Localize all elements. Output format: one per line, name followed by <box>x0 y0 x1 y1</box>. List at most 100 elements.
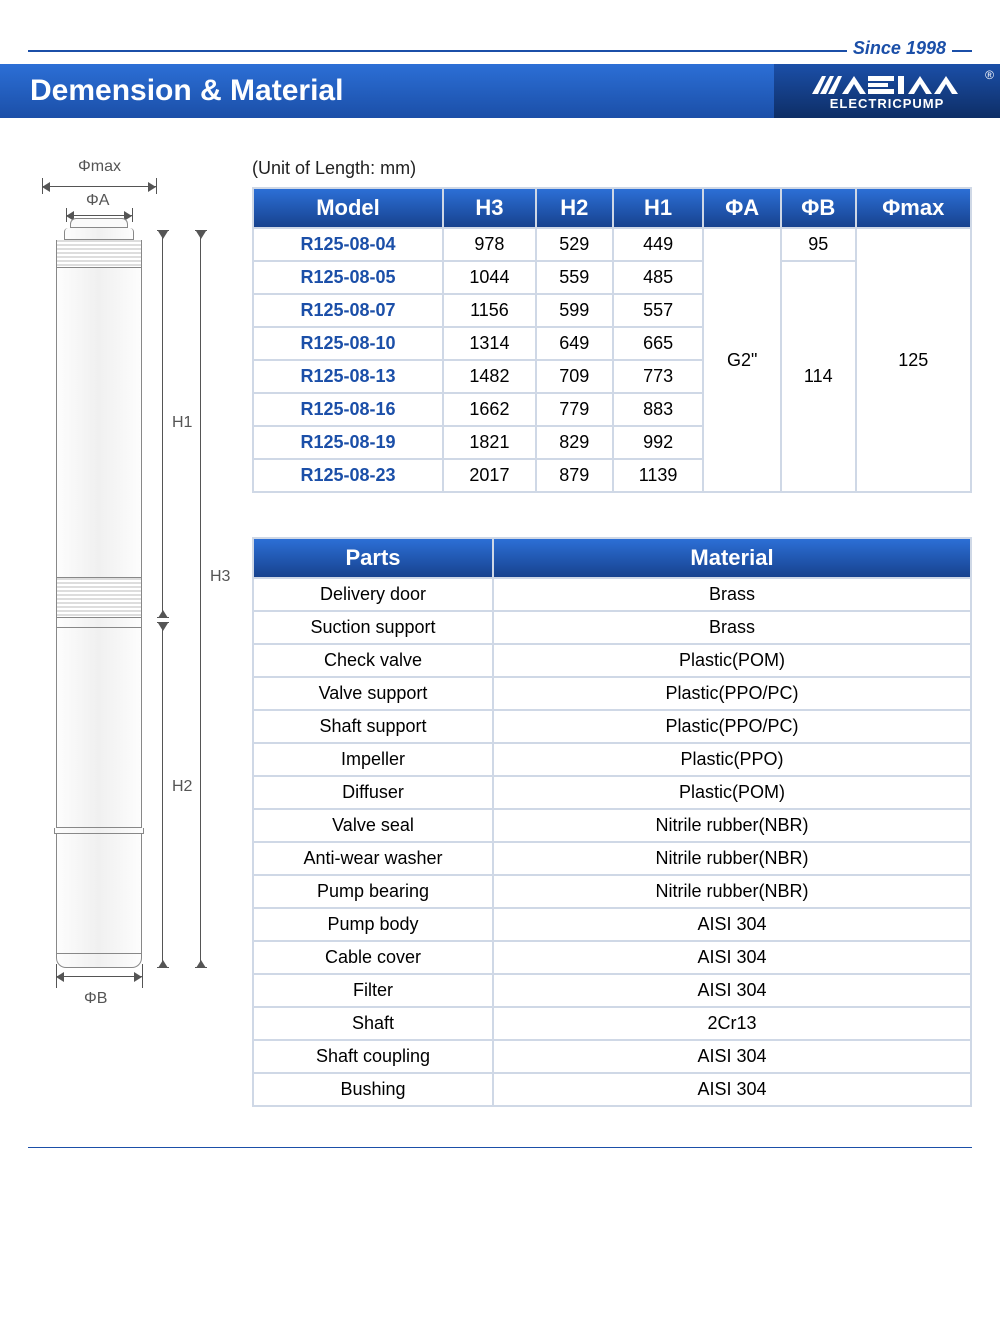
h3-cell: 1156 <box>443 294 536 327</box>
table-row: Anti-wear washerNitrile rubber(NBR) <box>253 842 971 875</box>
h1-cell: 449 <box>613 228 704 261</box>
col-h2: H2 <box>536 188 613 228</box>
material-cell: Nitrile rubber(NBR) <box>493 809 971 842</box>
h3-cell: 1662 <box>443 393 536 426</box>
h2-cell: 649 <box>536 327 613 360</box>
table-row: Shaft2Cr13 <box>253 1007 971 1040</box>
table-row: Pump bearingNitrile rubber(NBR) <box>253 875 971 908</box>
brand-block: ® ELECTRICPUMP <box>774 64 1000 118</box>
page-title: Demension & Material <box>0 64 774 118</box>
col-phi-max: Φmax <box>856 188 971 228</box>
mat-header-row: Parts Material <box>253 538 971 578</box>
phi-b-label: ΦB <box>84 990 107 1008</box>
material-cell: AISI 304 <box>493 974 971 1007</box>
table-row: Valve sealNitrile rubber(NBR) <box>253 809 971 842</box>
part-cell: Delivery door <box>253 578 493 611</box>
h1-cell: 485 <box>613 261 704 294</box>
table-row: ImpellerPlastic(PPO) <box>253 743 971 776</box>
table-row: Check valvePlastic(POM) <box>253 644 971 677</box>
material-cell: Plastic(PPO) <box>493 743 971 776</box>
table-row: R125-08-04978529449G2"95125 <box>253 228 971 261</box>
h3-cell: 2017 <box>443 459 536 492</box>
pump-dimension-diagram: Φmax ΦA <box>28 158 228 1018</box>
material-cell: 2Cr13 <box>493 1007 971 1040</box>
pump-outline <box>56 218 142 968</box>
part-cell: Shaft <box>253 1007 493 1040</box>
h2-cell: 559 <box>536 261 613 294</box>
model-cell: R125-08-04 <box>253 228 443 261</box>
material-cell: Plastic(POM) <box>493 644 971 677</box>
h3-cell: 978 <box>443 228 536 261</box>
col-h1: H1 <box>613 188 704 228</box>
material-cell: Plastic(PPO/PC) <box>493 710 971 743</box>
h1-cell: 557 <box>613 294 704 327</box>
material-cell: AISI 304 <box>493 1040 971 1073</box>
model-cell: R125-08-23 <box>253 459 443 492</box>
unit-note: (Unit of Length: mm) <box>252 158 972 179</box>
table-row: BushingAISI 304 <box>253 1073 971 1106</box>
dim-header-row: Model H3 H2 H1 ΦA ΦB Φmax <box>253 188 971 228</box>
col-parts: Parts <box>253 538 493 578</box>
part-cell: Anti-wear washer <box>253 842 493 875</box>
table-row: FilterAISI 304 <box>253 974 971 1007</box>
model-cell: R125-08-13 <box>253 360 443 393</box>
brand-logo-icon <box>812 72 962 98</box>
top-rule: Since 1998 <box>28 50 972 52</box>
part-cell: Cable cover <box>253 941 493 974</box>
brand-subtitle: ELECTRICPUMP <box>830 96 945 111</box>
material-cell: Plastic(PPO/PC) <box>493 677 971 710</box>
part-cell: Shaft coupling <box>253 1040 493 1073</box>
h3-cell: 1821 <box>443 426 536 459</box>
part-cell: Valve support <box>253 677 493 710</box>
table-row: Shaft couplingAISI 304 <box>253 1040 971 1073</box>
col-model: Model <box>253 188 443 228</box>
h2-label: H2 <box>172 778 192 796</box>
model-cell: R125-08-19 <box>253 426 443 459</box>
h1-cell: 992 <box>613 426 704 459</box>
phi-a-label: ΦA <box>86 192 109 210</box>
material-cell: Nitrile rubber(NBR) <box>493 842 971 875</box>
registered-mark: ® <box>985 68 994 82</box>
h2-cell: 829 <box>536 426 613 459</box>
h2-cell: 779 <box>536 393 613 426</box>
material-cell: AISI 304 <box>493 941 971 974</box>
h3-cell: 1482 <box>443 360 536 393</box>
h2-cell: 529 <box>536 228 613 261</box>
material-cell: Plastic(POM) <box>493 776 971 809</box>
h1-cell: 1139 <box>613 459 704 492</box>
col-h3: H3 <box>443 188 536 228</box>
phi-max-cell: 125 <box>856 228 971 492</box>
h2-cell: 879 <box>536 459 613 492</box>
table-row: Pump bodyAISI 304 <box>253 908 971 941</box>
h1-cell: 883 <box>613 393 704 426</box>
part-cell: Filter <box>253 974 493 1007</box>
since-label: Since 1998 <box>847 38 952 59</box>
h3-label: H3 <box>210 568 230 586</box>
h2-cell: 599 <box>536 294 613 327</box>
h1-cell: 773 <box>613 360 704 393</box>
dimension-table: Model H3 H2 H1 ΦA ΦB Φmax R125-08-049785… <box>252 187 972 493</box>
phi-b-cell: 95 <box>781 228 856 261</box>
material-cell: AISI 304 <box>493 1073 971 1106</box>
table-row: Suction supportBrass <box>253 611 971 644</box>
phi-b-cell: 114 <box>781 261 856 492</box>
h1-cell: 665 <box>613 327 704 360</box>
part-cell: Impeller <box>253 743 493 776</box>
table-row: Shaft supportPlastic(PPO/PC) <box>253 710 971 743</box>
material-table: Parts Material Delivery doorBrassSuction… <box>252 537 972 1107</box>
h3-cell: 1314 <box>443 327 536 360</box>
model-cell: R125-08-05 <box>253 261 443 294</box>
part-cell: Valve seal <box>253 809 493 842</box>
title-banner: Demension & Material ® ELECTRICPUMP <box>0 64 1000 118</box>
bottom-rule <box>28 1147 972 1148</box>
h1-bracket <box>162 230 163 618</box>
model-cell: R125-08-10 <box>253 327 443 360</box>
material-cell: AISI 304 <box>493 908 971 941</box>
table-row: Cable coverAISI 304 <box>253 941 971 974</box>
part-cell: Bushing <box>253 1073 493 1106</box>
h3-bracket <box>200 230 201 968</box>
h3-cell: 1044 <box>443 261 536 294</box>
phi-max-label: Φmax <box>78 158 121 176</box>
part-cell: Pump body <box>253 908 493 941</box>
part-cell: Shaft support <box>253 710 493 743</box>
